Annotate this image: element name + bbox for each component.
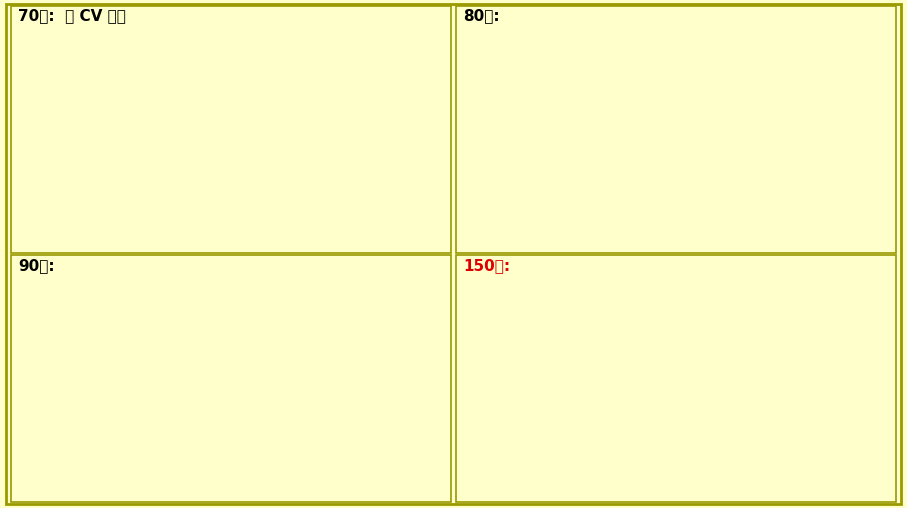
Y-axis label: Current (mA): Current (mA) bbox=[478, 94, 488, 157]
Text: RECl₃: RECl₃ bbox=[544, 428, 593, 447]
Text: BiCl₃: BiCl₃ bbox=[796, 146, 840, 164]
Text: REBI-I: REBI-I bbox=[609, 311, 664, 329]
Y-axis label: Current (mA): Current (mA) bbox=[473, 343, 483, 407]
X-axis label: Voltage (V): Voltage (V) bbox=[671, 234, 725, 244]
Text: 90분:: 90분: bbox=[18, 258, 54, 273]
Text: REBI-I: REBI-I bbox=[131, 311, 187, 329]
Text: 80분:: 80분: bbox=[463, 9, 500, 24]
Text: REBI-I: REBI-I bbox=[582, 173, 639, 192]
Text: 150분:: 150분: bbox=[463, 258, 510, 273]
Text: 70분:  염 CV 측정: 70분: 염 CV 측정 bbox=[18, 9, 126, 24]
X-axis label: Voltage (V): Voltage (V) bbox=[226, 483, 280, 493]
X-axis label: Voltage (V): Voltage (V) bbox=[226, 234, 280, 244]
Y-axis label: Current (mA): Current (mA) bbox=[33, 94, 43, 157]
X-axis label: Voltage (V): Voltage (V) bbox=[671, 483, 725, 493]
Text: BiCl₃: BiCl₃ bbox=[338, 401, 382, 420]
Y-axis label: Current (mA): Current (mA) bbox=[27, 343, 37, 407]
Text: BiCl₃: BiCl₃ bbox=[796, 391, 840, 409]
Text: BiCl₃: BiCl₃ bbox=[310, 153, 357, 172]
